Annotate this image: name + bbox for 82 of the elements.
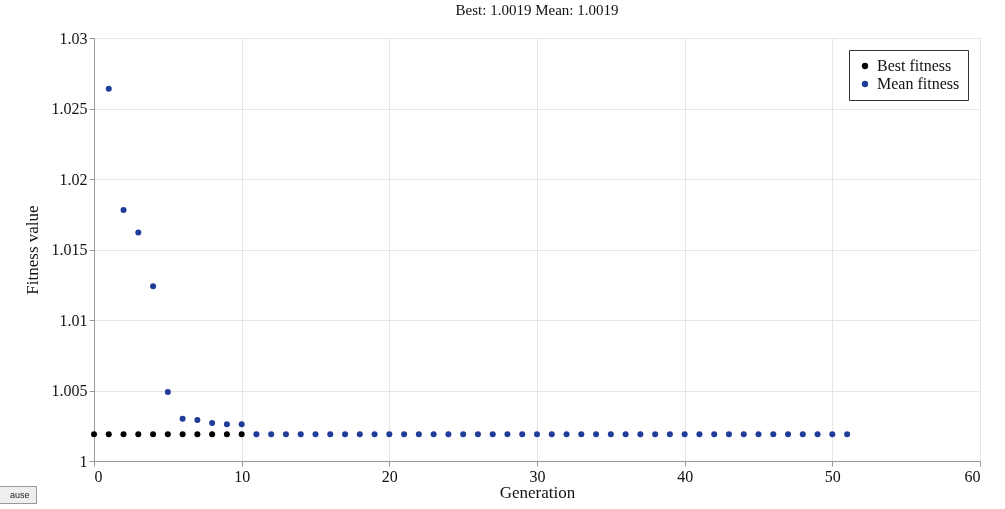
button: ause (0, 486, 37, 504)
point (799, 431, 806, 438)
point (164, 431, 171, 438)
point (327, 431, 334, 438)
point (386, 431, 393, 438)
point (120, 431, 127, 438)
point (445, 431, 452, 438)
y-tick-label: 1.025 (51, 100, 88, 117)
point (666, 431, 673, 438)
point (105, 431, 112, 438)
point (563, 431, 570, 438)
point (312, 431, 319, 438)
point (150, 283, 157, 290)
x-tick-label: 20 (381, 467, 398, 485)
point (622, 431, 629, 438)
point (770, 431, 777, 438)
point (238, 431, 245, 438)
x-tick-label: 10 (234, 467, 251, 485)
x-axis-title: Generation (499, 482, 576, 502)
y-tick-label: 1 (79, 452, 88, 470)
legend-label: Mean fitness (877, 75, 960, 92)
point (342, 431, 349, 438)
point (268, 431, 275, 438)
point (120, 207, 127, 214)
y-tick-label: 1.015 (51, 241, 88, 258)
x-tick-label: 60 (964, 467, 981, 485)
point (194, 417, 201, 424)
x-tick-label: 30 (529, 467, 546, 485)
x-tick-label: 0 (94, 467, 103, 485)
point (91, 431, 97, 438)
legend-label: Best fitness (877, 57, 952, 74)
point (415, 431, 422, 438)
point (829, 431, 836, 438)
point (578, 431, 585, 438)
point (179, 431, 186, 438)
point (696, 431, 703, 438)
point (430, 431, 437, 438)
point (593, 431, 600, 438)
point (681, 431, 688, 438)
y-tick-label: 1.01 (59, 311, 88, 329)
point (135, 431, 142, 438)
point (150, 431, 157, 438)
point (282, 431, 289, 438)
y-tick-label: 1.005 (51, 382, 88, 399)
point (725, 431, 732, 438)
point (297, 431, 304, 438)
point (607, 431, 614, 438)
point (209, 431, 216, 438)
point (401, 431, 408, 438)
point (253, 431, 260, 438)
point (534, 431, 540, 438)
point (504, 431, 511, 438)
x-tick-label: 50 (824, 467, 841, 485)
point (785, 431, 792, 438)
point (814, 431, 821, 438)
point (652, 431, 659, 438)
point (637, 431, 644, 438)
point (548, 431, 555, 438)
y-axis-title: Fitness value (22, 205, 42, 295)
point (223, 421, 230, 428)
point (238, 421, 245, 428)
point (519, 431, 526, 438)
point (711, 431, 718, 438)
point (105, 85, 112, 92)
point (164, 388, 171, 395)
point (460, 431, 467, 438)
point (755, 431, 762, 438)
y-tick-label: 1.02 (59, 170, 88, 188)
x-tick-label: 40 (677, 467, 694, 485)
point (135, 229, 142, 236)
point (474, 431, 481, 438)
point (844, 431, 851, 438)
point (179, 415, 186, 422)
point (223, 431, 230, 438)
point (209, 419, 216, 426)
point (371, 431, 378, 438)
point (194, 431, 201, 438)
point (740, 431, 747, 438)
chart-title: Best: 1.0019 Mean: 1.0019 (455, 2, 619, 18)
y-tick-label: 1.03 (59, 29, 88, 47)
point (489, 431, 496, 438)
point (356, 431, 363, 438)
